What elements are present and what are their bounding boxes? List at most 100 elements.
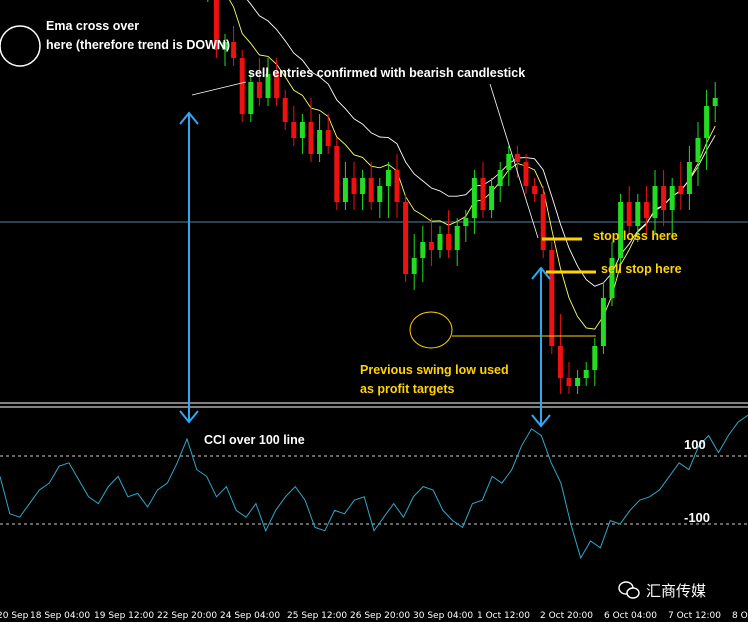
- candle-body: [678, 186, 684, 194]
- signal-arrow-2: [531, 266, 551, 428]
- candle-body: [437, 234, 443, 250]
- candle-body: [506, 154, 512, 170]
- ema-slow-line: [246, 0, 716, 287]
- candle-body: [557, 346, 563, 378]
- sell-stop-note: sell stop here: [601, 262, 682, 276]
- candle-body: [695, 138, 701, 162]
- candle-body: [686, 162, 692, 194]
- ema-cross-note-2: here (therefore trend is DOWN): [46, 38, 230, 52]
- arrow-head-up: [179, 111, 199, 125]
- x-tick-label: 8 Oct: [732, 611, 748, 621]
- stop-loss-note: stop loss here: [593, 229, 678, 243]
- candle-body: [712, 98, 718, 106]
- candle-body: [609, 258, 615, 298]
- x-tick-label: 25 Sep 12:00: [287, 611, 347, 621]
- ema-lines: [229, 0, 716, 330]
- candle-body: [420, 242, 426, 258]
- x-tick-label: 20 Sep: [0, 611, 29, 621]
- candle-body: [368, 178, 374, 202]
- wechat-icon: [618, 581, 640, 599]
- x-axis-ticks: 20 Sep 18 Sep 04:00 19 Sep 12:00 22 Sep 20:…: [0, 611, 748, 621]
- candle-body: [351, 178, 357, 194]
- arrow-head-down: [179, 410, 199, 424]
- candle-body: [497, 170, 503, 186]
- ema-cross-note: Ema cross over: [46, 19, 139, 33]
- cci-over-note: CCI over 100 line: [204, 433, 305, 447]
- ema-fast-line: [229, 0, 716, 330]
- candle-body: [704, 106, 710, 138]
- candle-body: [274, 74, 280, 98]
- candle-body: [325, 130, 331, 146]
- sell-entries-pointer: [191, 81, 247, 96]
- x-tick-label: 6 Oct 04:00: [604, 611, 657, 621]
- candle-body: [618, 202, 624, 258]
- cci-line: [0, 414, 748, 560]
- arrow-head-up: [531, 266, 551, 280]
- sell-entries-pointer-2: [489, 83, 539, 239]
- x-tick-label: 24 Sep 04:00: [220, 611, 280, 621]
- candle-body: [403, 202, 409, 274]
- x-tick-label: 18 Sep 04:00: [30, 611, 90, 621]
- candle-body: [231, 42, 237, 58]
- ema-cross-circle: [0, 25, 41, 67]
- candle-body: [394, 170, 400, 202]
- candle-body: [446, 234, 452, 250]
- candle-body: [317, 130, 323, 154]
- candle-body: [248, 82, 254, 114]
- cci-level-minus100: -100: [684, 510, 710, 525]
- candle-body: [652, 186, 658, 218]
- candle-body: [334, 146, 340, 202]
- x-tick-label: 30 Sep 04:00: [413, 611, 473, 621]
- candle-body: [566, 378, 572, 386]
- candle-body: [256, 82, 262, 98]
- x-tick-label: 19 Sep 12:00: [94, 611, 154, 621]
- candle-body: [463, 218, 469, 226]
- sell-entries-note: sell entries confirmed with bearish cand…: [248, 66, 525, 80]
- annotation-marks: [0, 25, 596, 428]
- signal-arrow-1: [179, 111, 199, 424]
- candle-body: [282, 98, 288, 122]
- candle-body: [489, 186, 495, 210]
- candle-body: [428, 242, 434, 250]
- watermark: 汇商传媒: [618, 581, 706, 600]
- candle-body: [308, 122, 314, 154]
- swing-low-note: Previous swing low used: [360, 363, 509, 377]
- candle-body: [213, 0, 219, 50]
- candle-body: [222, 42, 228, 50]
- candle-body: [635, 202, 641, 226]
- candlestick-series: [207, 0, 718, 394]
- watermark-text: 汇商传媒: [646, 582, 706, 600]
- x-tick-label: 7 Oct 12:00: [668, 611, 721, 621]
- candle-body: [471, 178, 477, 218]
- arrow-head-down: [531, 414, 551, 428]
- x-tick-label: 22 Sep 20:00: [157, 611, 217, 621]
- candle-body: [239, 58, 245, 114]
- cci-indicator: [0, 414, 748, 560]
- candle-body: [669, 186, 675, 210]
- candle-body: [532, 186, 538, 194]
- candle-body: [385, 170, 391, 186]
- candle-body: [265, 74, 271, 98]
- candle-body: [342, 178, 348, 202]
- candle-body: [411, 258, 417, 274]
- candle-body: [643, 202, 649, 218]
- annotation-texts: Ema cross over here (therefore trend is …: [46, 19, 682, 447]
- candle-body: [523, 162, 529, 186]
- swing-low-circle: [409, 311, 453, 349]
- x-tick-label: 2 Oct 20:00: [540, 611, 593, 621]
- x-tick-label: 1 Oct 12:00: [477, 611, 530, 621]
- candle-body: [454, 226, 460, 250]
- candle-body: [480, 178, 486, 210]
- candle-body: [661, 186, 667, 210]
- candle-body: [514, 154, 520, 162]
- x-tick-label: 26 Sep 20:00: [350, 611, 410, 621]
- guide-lines: [0, 221, 748, 525]
- candle-body: [549, 250, 555, 346]
- candle-body: [299, 122, 305, 138]
- candle-body: [592, 346, 598, 370]
- candle-body: [626, 202, 632, 226]
- candle-body: [377, 186, 383, 202]
- candle-body: [540, 194, 546, 250]
